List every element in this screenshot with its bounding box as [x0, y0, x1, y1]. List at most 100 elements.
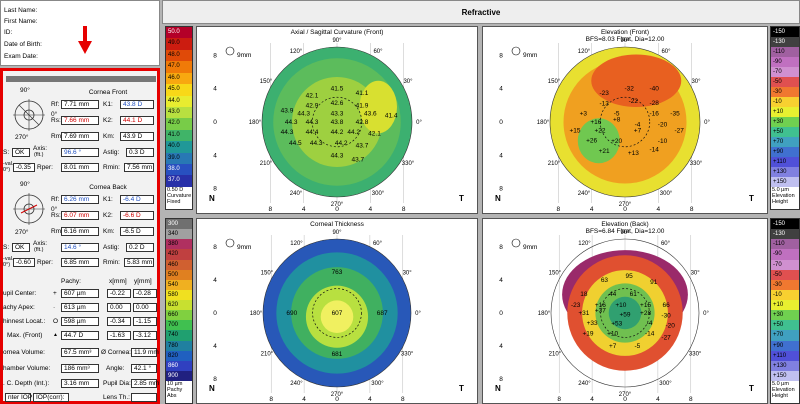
map-value: -20 — [658, 122, 668, 129]
map-value: +7 — [634, 127, 642, 134]
axial-curvature-map[interactable]: 8 8 4 4 0 0 4 4 8 8 90° 60° 30° 0° 330° 300° 270° 240° 210… — [196, 26, 478, 214]
scale-swatch: 39.0 — [166, 152, 192, 165]
map-canvas: 884400448890°60°30°0°330°300°270°240°210… — [495, 230, 754, 403]
scale-swatch: 460 — [166, 259, 192, 270]
scale-footer-text: Height — [771, 393, 799, 399]
cb-rper-value: 6.85 mm — [61, 258, 99, 267]
scale-swatch: -130 — [771, 37, 799, 47]
map-value: -5 — [634, 343, 640, 350]
map-zone — [577, 118, 620, 164]
iop-label[interactable]: nter IOP — [5, 393, 32, 402]
x-tick-label: 8 — [557, 206, 561, 213]
map-value: +13 — [628, 150, 639, 157]
cb-rf-value: 6.26 mm — [61, 195, 99, 204]
scale-swatch: 44.0 — [166, 95, 192, 107]
cornea-dia-value: 11.9 mm — [131, 348, 159, 357]
y-tick-label: 0 — [499, 119, 503, 126]
pachy-apex-label: achy Apex: — [3, 304, 35, 311]
cb-qval-label: -val. — [3, 256, 14, 262]
iop-corr-label[interactable]: IOP(corr): — [33, 393, 69, 402]
map-value: 43.7 — [356, 142, 369, 149]
first-name-label: First Name: — [4, 18, 38, 25]
map-value: +28 — [640, 310, 651, 317]
cf-angle-left: 0° — [51, 111, 58, 118]
map-value: 43.8 — [331, 119, 344, 126]
y-tick-label: 8 — [499, 244, 503, 251]
curvature-scale[interactable]: 50.0 49.0 48.0 47.0 46.0 45.0 44.0 43.0 42.0 41.0… — [165, 26, 193, 210]
map-value: 41.9 — [356, 102, 369, 109]
elevation-front-scale[interactable]: -150 -130 -110 -90 -70 -50 -30 -10 +10 +30 +50 +70 +… — [770, 26, 800, 210]
x-tick-label: 4 — [656, 396, 660, 403]
dob-label: Date of Birth: — [4, 41, 42, 48]
cf-k2-value: 44.1 D — [120, 116, 154, 125]
cornea-back-title: Cornea Back — [89, 184, 127, 191]
cf-k1-value: 43.8 D — [120, 100, 154, 109]
scale-swatch: 43.0 — [166, 106, 192, 119]
elevation-back-scale[interactable]: -150 -130 -110 -90 -70 -50 -30 -10 +10 +30 +50 +70 +… — [770, 218, 800, 404]
map-value: +16 — [590, 119, 601, 126]
scale-footer-text: 5.0 µm — [771, 381, 799, 387]
map-zone — [608, 296, 642, 330]
y-tick-label: 4 — [213, 277, 217, 284]
elevation-back-map[interactable]: BFS=6.84 Float, Dia=12.00 8 8 4 4 0 0 4 4 8 8 90° 60… — [482, 218, 768, 404]
kmax-label: Max. (Front) — [7, 332, 43, 339]
x-tick-label: 4 — [657, 206, 661, 213]
scale-swatch: -90 — [771, 57, 799, 67]
cb-rs-value: 6.07 mm — [61, 211, 99, 220]
x-tick-label: 0 — [623, 396, 627, 403]
cb-astig-value: 0.2 D — [126, 243, 154, 252]
y-tick-label: 8 — [213, 244, 217, 251]
cornea-dia-label: Ø Cornea: — [101, 349, 131, 356]
scale-swatch: +70 — [771, 330, 799, 341]
corneal-thickness-map[interactable]: 8 8 4 4 0 0 4 4 8 8 90° 60° 30° 0° 330° 300° 270° 240° 210… — [196, 218, 478, 404]
cb-km-label: Km: — [103, 228, 115, 235]
pachymetry-scale[interactable]: 300 340 380 420 460 500 540 580 620 660 700 740 780 8… — [165, 218, 193, 404]
map-subtitle: BFS=8.03 Float, Dia=12.00 — [585, 36, 665, 43]
pupil-dia-label: Pupil Dia: — [103, 380, 131, 387]
map-zone — [359, 80, 397, 134]
temporal-label: T — [459, 384, 464, 393]
pupil-center-y: -0.28 — [133, 289, 157, 298]
scale-swatch: -30 — [771, 279, 799, 290]
y-tick-label: 4 — [499, 277, 503, 284]
scale-swatch: 860 — [166, 360, 192, 371]
map-value: -14 — [645, 331, 655, 338]
y-tick-label: 0 — [499, 310, 503, 317]
scale-swatch: +110 — [771, 157, 799, 167]
angle-label: 270° — [619, 392, 632, 398]
scale-swatch: -10 — [771, 289, 799, 300]
map-value: -32 — [624, 86, 634, 93]
cb-angle-left: 0° — [51, 206, 58, 213]
x-tick-label: 8 — [557, 396, 561, 403]
diameter-icon — [511, 238, 521, 248]
scale-swatch: +30 — [771, 310, 799, 321]
y-tick-label: 4 — [213, 152, 217, 159]
temporal-label: T — [749, 194, 754, 203]
elevation-front-map[interactable]: BFS=8.03 Float, Dia=12.00 8 8 4 4 0 0 4 4 8 8 90° 60… — [482, 26, 768, 214]
x-tick-label: 4 — [369, 206, 373, 213]
map-value: +3 — [580, 111, 588, 118]
page-title: Refractive — [162, 0, 800, 24]
y-header: y[mm] — [134, 278, 152, 285]
cf-rmin-value: 7.56 mm — [124, 163, 154, 172]
scale-swatch: +70 — [771, 137, 799, 147]
map-value: +21 — [599, 148, 610, 155]
map-value: +26 — [586, 137, 597, 144]
pupil-center-label: upil Center: — [3, 290, 37, 297]
map-value: 44.3 — [310, 140, 323, 147]
y-tick-label: 8 — [213, 376, 217, 383]
scale-swatch: +30 — [771, 117, 799, 127]
map-value: 687 — [377, 310, 388, 317]
scale-swatch: -130 — [771, 229, 799, 240]
scale-swatch: 300 — [166, 219, 192, 230]
cornea-volume-label: ornea Volume: — [3, 349, 45, 356]
cf-rper-value: 8.01 mm — [61, 163, 99, 172]
scale-swatch: 40.0 — [166, 141, 192, 153]
map-value: -40 — [649, 86, 659, 93]
angle-label: 240° — [578, 381, 591, 387]
y-tick-label: 4 — [499, 86, 503, 93]
cb-rf-label: Rf: — [51, 196, 60, 203]
cf-astig-value: 0.3 D — [126, 148, 154, 157]
cf-qval-value: -0.35 — [13, 163, 35, 172]
